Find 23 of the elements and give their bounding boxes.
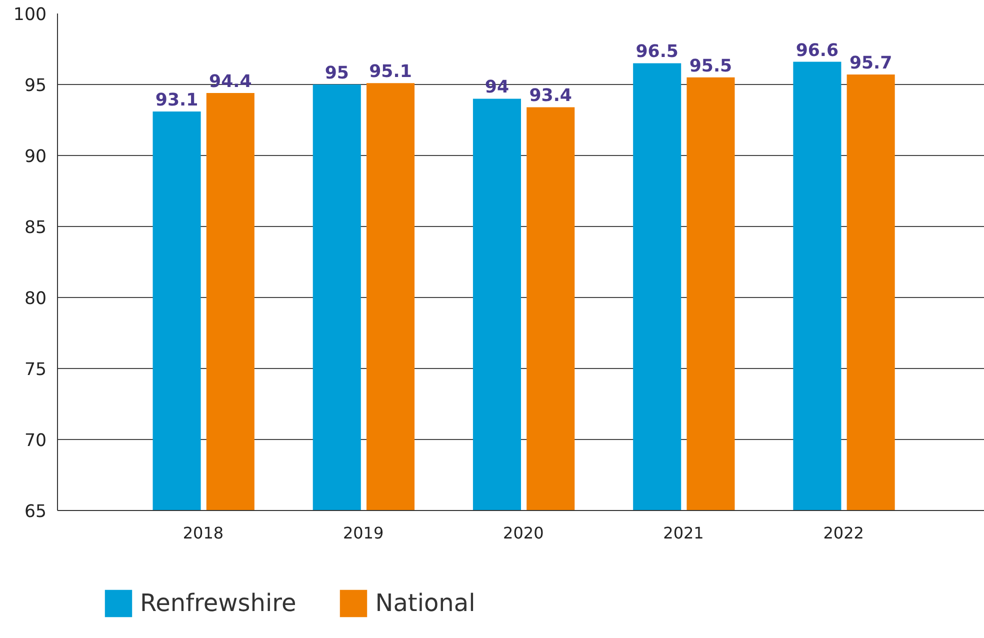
data-label: 95.5	[689, 56, 732, 76]
data-label: 95.1	[369, 62, 412, 82]
x-tick-label: 2020	[503, 524, 544, 542]
x-tick-label: 2019	[342, 524, 384, 542]
data-label: 96.5	[636, 42, 678, 62]
y-tick-label: 70	[24, 431, 47, 451]
data-label: 95	[324, 64, 349, 84]
y-tick-label: 85	[24, 218, 47, 238]
y-tick-label: 95	[24, 76, 47, 96]
x-tick-label: 2021	[663, 524, 704, 542]
y-tick-label: 100	[13, 5, 47, 25]
data-label: 96.6	[796, 40, 839, 61]
legend-label: National	[375, 589, 476, 617]
y-tick-label: 65	[24, 502, 47, 522]
y-tick-label: 75	[24, 360, 47, 380]
data-label: 93.1	[155, 90, 198, 110]
y-tick-label: 90	[24, 147, 47, 167]
data-label: 93.4	[529, 86, 572, 106]
data-label: 95.7	[849, 54, 892, 74]
x-tick-label: 2018	[182, 524, 224, 542]
x-tick-label: 2022	[823, 524, 864, 542]
legend-label: Renfrewshire	[140, 589, 296, 617]
y-tick-label: 80	[24, 289, 47, 309]
